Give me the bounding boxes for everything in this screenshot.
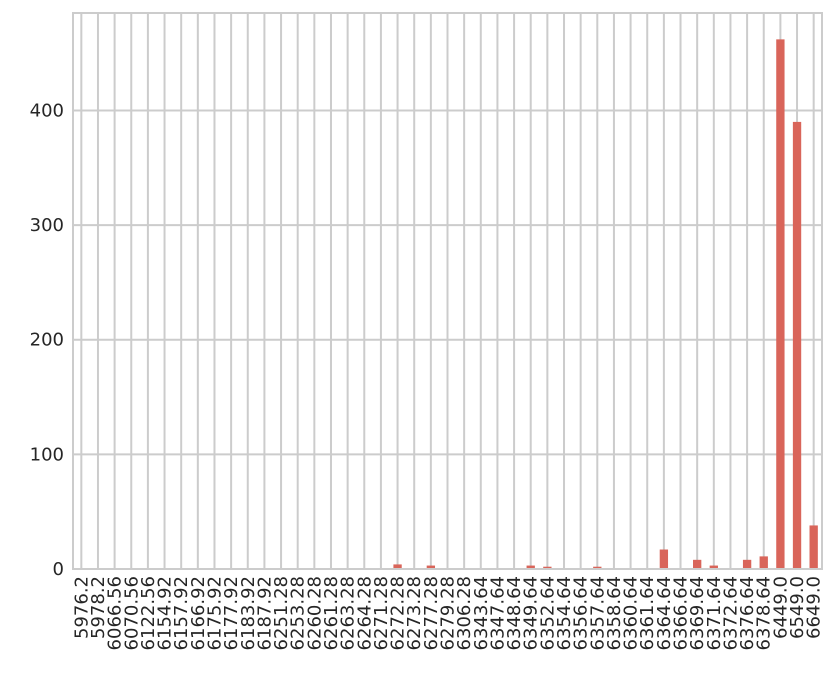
x-tick-label: 6366.64 <box>671 576 692 650</box>
x-tick-label: 6177.92 <box>221 576 242 650</box>
y-tick-label: 200 <box>30 330 64 351</box>
bar <box>792 121 802 569</box>
x-tick-label: 6306.28 <box>454 576 475 650</box>
x-tick-label: 6343.64 <box>471 576 492 650</box>
x-tick-label: 6166.92 <box>188 576 209 650</box>
x-tick-label: 6357.64 <box>587 576 608 650</box>
x-tick-label: 6352.64 <box>537 576 558 650</box>
x-tick-label: 6157.92 <box>171 576 192 650</box>
x-tick-label: 6369.64 <box>687 576 708 650</box>
bar <box>526 565 535 569</box>
bar <box>543 566 552 569</box>
y-tick-label: 300 <box>30 215 64 236</box>
x-tick-label: 6349.64 <box>521 576 542 650</box>
bar <box>693 559 702 569</box>
bar <box>809 525 818 569</box>
x-tick-label: 6154.92 <box>155 576 176 650</box>
x-tick-label: 5976.2 <box>71 576 92 639</box>
x-tick-label: 5978.2 <box>88 576 109 639</box>
bar <box>742 559 752 569</box>
x-tick-label: 6549.0 <box>787 576 808 639</box>
x-tick-label: 6263.28 <box>338 576 359 650</box>
x-tick-label: 6649.0 <box>804 576 825 639</box>
x-tick-label: 6175.92 <box>204 576 225 650</box>
x-tick-label: 6251.28 <box>271 576 292 650</box>
x-tick-label: 6066.56 <box>105 576 126 650</box>
y-tick-label: 0 <box>53 559 64 580</box>
y-tick-label: 100 <box>30 444 64 465</box>
x-tick-label: 6347.64 <box>487 576 508 650</box>
x-axis-ticks: 5976.25978.26066.566070.566122.566154.92… <box>71 576 824 650</box>
x-tick-label: 6260.28 <box>304 576 325 650</box>
x-tick-label: 6361.64 <box>637 576 658 650</box>
x-tick-label: 6271.28 <box>371 576 392 650</box>
grid-lines <box>73 13 822 570</box>
bar <box>776 39 785 570</box>
x-tick-label: 6272.28 <box>388 576 409 650</box>
x-tick-label: 6358.64 <box>604 576 625 650</box>
bar <box>593 566 602 569</box>
x-tick-label: 6378.64 <box>754 576 775 650</box>
x-tick-label: 6070.56 <box>121 576 142 650</box>
x-tick-label: 6354.64 <box>554 576 575 650</box>
y-axis-ticks: 0 100 200 300 400 <box>30 100 64 580</box>
x-tick-label: 6264.28 <box>354 576 375 650</box>
x-tick-label: 6279.28 <box>438 576 459 650</box>
x-tick-label: 6273.28 <box>404 576 425 650</box>
x-tick-label: 6253.28 <box>288 576 309 650</box>
x-tick-label: 6187.92 <box>254 576 275 650</box>
x-tick-label: 6371.64 <box>704 576 725 650</box>
bar <box>393 564 402 569</box>
y-tick-label: 400 <box>30 100 64 121</box>
x-tick-label: 6277.28 <box>421 576 442 650</box>
x-tick-label: 6122.56 <box>138 576 159 650</box>
x-tick-label: 6348.64 <box>504 576 525 650</box>
x-tick-label: 6183.92 <box>238 576 259 650</box>
bar <box>709 565 718 569</box>
x-tick-label: 6261.28 <box>321 576 342 650</box>
x-tick-label: 6364.64 <box>654 576 675 650</box>
x-tick-label: 6372.64 <box>720 576 741 650</box>
bars <box>393 39 818 570</box>
x-tick-label: 6356.64 <box>571 576 592 650</box>
bar <box>759 556 768 569</box>
x-tick-label: 6376.64 <box>737 576 758 650</box>
x-tick-label: 6360.64 <box>621 576 642 650</box>
bar <box>659 549 669 569</box>
bar <box>426 565 436 569</box>
plot-frame <box>72 12 823 570</box>
x-tick-label: 6449.0 <box>770 576 791 639</box>
